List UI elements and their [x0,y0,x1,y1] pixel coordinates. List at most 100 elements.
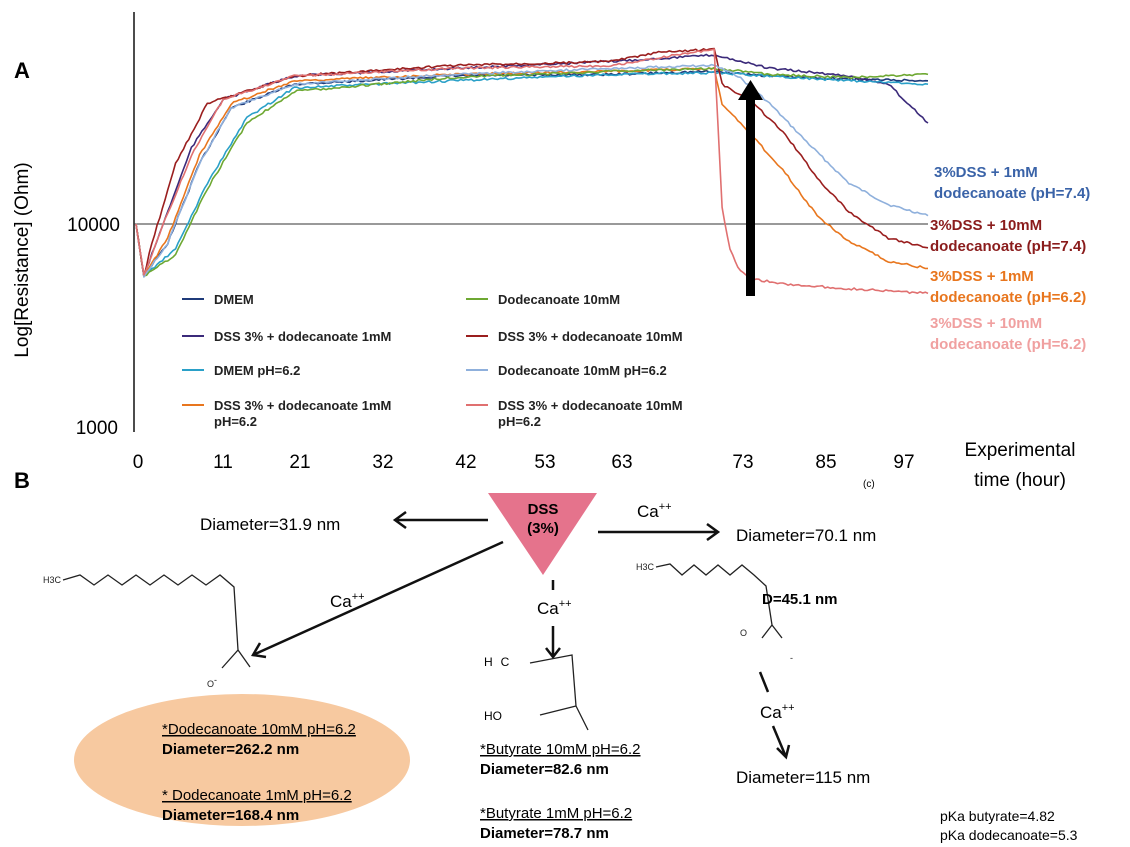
pka-dodecanoate: pKa dodecanoate=5.3 [940,827,1078,843]
arrow-down-right [758,671,791,760]
x-tick-21: 21 [289,452,310,473]
x-axis-label-line2: time (hour) [974,470,1066,491]
x-axis-label-line1: Experimental [965,440,1076,461]
annotation-line: 3%DSS + 10mM [930,217,1042,234]
carbonyl-bond [771,624,783,639]
x-tick-32: 32 [372,452,393,473]
arrow-left [392,510,488,530]
legend-label-line2: pH=6.2 [498,414,541,429]
legend-item: DMEM pH=6.2 [182,363,300,378]
legend-label: Dodecanoate 10mM pH=6.2 [498,363,667,378]
butyrate-10mm-diameter: Diameter=82.6 nm [480,761,609,778]
series-line [135,63,929,278]
legend: DMEM DSS 3% + dodecanoate 1mM DMEM pH=6.… [182,292,686,429]
x-tick-85: 85 [815,452,836,473]
ca-label-left: Ca++ [330,591,365,611]
chart-series-group [135,47,929,295]
legend-label: DSS 3% + dodecanoate 10mM pH=6.2 [498,398,686,429]
carbonyl-bond [237,649,251,668]
legend-item: DMEM [182,292,254,307]
chem-h3c-label: H3C [636,562,655,572]
butyrate-chain [529,654,589,731]
legend-label: DSS 3% + dodecanoate 1mM [214,329,391,344]
panel-b-letter: B [14,468,30,493]
butyrate-1mm-diameter: Diameter=78.7 nm [480,825,609,842]
legend-item: DSS 3% + dodecanoate 10mM [466,329,683,344]
series-line [135,48,929,295]
legend-item: Dodecanoate 10mM [466,292,620,307]
chem-h3c-label: H3C [43,575,62,585]
dss-triangle [488,493,597,575]
annotation-line: 3%DSS + 10mM [930,315,1042,332]
annotation-line: 3%DSS + 1mM [930,268,1034,285]
arrows [250,510,791,760]
legend-label: Dodecanoate 10mM [498,292,620,307]
dodecanoate-1mm-label: * Dodecanoate 1mM pH=6.2 [162,787,352,804]
series-line [135,47,929,278]
series-line [135,53,929,276]
legend-item: DSS 3% + dodecanoate 10mM pH=6.2 [466,398,686,429]
treatment-arrow [738,80,763,296]
annotation-line: dodecanoate (pH=6.2) [930,336,1086,353]
diameter-right: Diameter=70.1 nm [736,526,876,545]
series-line [135,70,929,277]
d-label: D=45.1 nm [762,591,837,608]
diameter-115: Diameter=115 nm [736,768,870,787]
x-tick-63: 63 [611,452,632,473]
legend-item: Dodecanoate 10mM pH=6.2 [466,363,667,378]
ca-label-right: Ca++ [760,702,795,722]
chem-ho-butyrate: HO [484,709,502,723]
butyrate-10mm-label: *Butyrate 10mM pH=6.2 [480,741,641,758]
panel-a-letter: A [14,58,30,83]
y-tick-10000: 10000 [67,215,120,236]
x-tick-11: 11 [213,452,233,473]
legend-label: DSS 3% + dodecanoate 10mM [498,329,683,344]
legend-label-line1: DSS 3% + dodecanoate 1mM [214,398,391,413]
annotation-line: dodecanoate (pH=7.4) [934,185,1090,202]
dodecanoate-10mm-label: *Dodecanoate 10mM pH=6.2 [162,721,356,738]
dss-label: DSS [528,501,559,518]
chem-minus-label: - [214,675,217,685]
series-line [135,69,929,278]
butyrate-oh-bond [539,705,577,716]
dss-percent: (3%) [527,520,559,537]
pka-butyrate: pKa butyrate=4.82 [940,808,1055,824]
diameter-left: Diameter=31.9 nm [200,515,340,534]
butyrate-1mm-label: *Butyrate 1mM pH=6.2 [480,805,632,822]
legend-label: DMEM [214,292,254,307]
arrow-down-middle [545,580,561,660]
x-tick-97: 97 [893,452,914,473]
legend-item: DSS 3% + dodecanoate 1mM [182,329,391,344]
y-axis-label: Log[Resistance] (Ohm) [12,162,33,357]
legend-label: DSS 3% + dodecanoate 1mM pH=6.2 [214,398,395,429]
copyright-mark: (c) [863,479,875,490]
arrow-right [598,522,721,542]
legend-label: DMEM pH=6.2 [214,363,300,378]
x-tick-42: 42 [455,452,476,473]
annotation-line: dodecanoate (pH=7.4) [930,238,1086,255]
ca-label-middle: Ca++ [537,598,572,618]
ca-label-top: Ca++ [637,501,672,521]
legend-label-line2: pH=6.2 [214,414,257,429]
carbon-chain [62,574,239,669]
annotation-line: dodecanoate (pH=6.2) [930,289,1086,306]
chem-minus-label: - [790,653,793,663]
annotation-line: 3%DSS + 1mM [934,164,1038,181]
right-annotations: 3%DSS + 1mM dodecanoate (pH=7.4) 3%DSS +… [930,164,1090,353]
dodecanoate-ellipse [74,694,410,826]
x-tick-0: 0 [133,452,144,473]
carbon-chain [655,563,773,639]
y-tick-1000: 1000 [76,418,118,439]
x-tick-53: 53 [534,452,555,473]
dodecanoate-1mm-diameter: Diameter=168.4 nm [162,807,299,824]
dodecanoate-structure-right: H3C O - [636,562,793,663]
arrow-diagonal [250,540,504,659]
dodecanoate-10mm-diameter: Diameter=262.2 nm [162,741,299,758]
x-tick-73: 73 [732,452,753,473]
dodecanoate-structure-left: H3C O - [43,574,251,689]
chem-o-label: O [207,679,214,689]
chem-o-label: O [740,628,747,638]
